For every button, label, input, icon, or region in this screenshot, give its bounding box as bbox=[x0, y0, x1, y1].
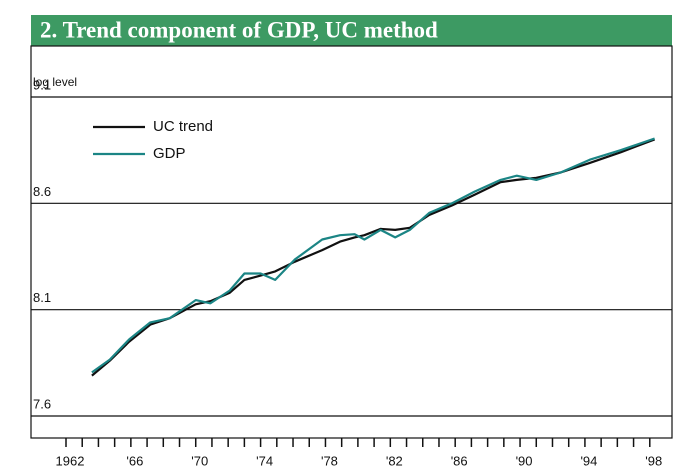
x-tick-label: '78 bbox=[321, 453, 338, 468]
y-tick-label: 7.6 bbox=[33, 396, 51, 411]
plot-frame bbox=[30, 45, 673, 439]
series-line bbox=[91, 137, 655, 374]
title-bar bbox=[31, 15, 672, 46]
series-line bbox=[91, 138, 655, 377]
y-tick-label: 8.6 bbox=[33, 184, 51, 199]
y-axis-label: log level bbox=[33, 75, 77, 89]
x-tick-label: '82 bbox=[386, 453, 403, 468]
legend-label: UC trend bbox=[153, 118, 213, 135]
y-tick-label: 9.1 bbox=[33, 77, 51, 92]
y-tick-label: 8.1 bbox=[33, 290, 51, 305]
x-tick-label: 1962 bbox=[56, 453, 85, 468]
x-tick-label: '86 bbox=[451, 453, 468, 468]
legend-label: GDP bbox=[153, 145, 186, 162]
x-tick-label: '94 bbox=[580, 453, 597, 468]
x-tick-label: '98 bbox=[645, 453, 662, 468]
x-tick-label: '90 bbox=[516, 453, 533, 468]
x-tick-label: '74 bbox=[256, 453, 273, 468]
x-tick-label: '66 bbox=[126, 453, 143, 468]
chart-title: 2. Trend component of GDP, UC method bbox=[40, 17, 438, 42]
x-tick-label: '70 bbox=[191, 453, 208, 468]
